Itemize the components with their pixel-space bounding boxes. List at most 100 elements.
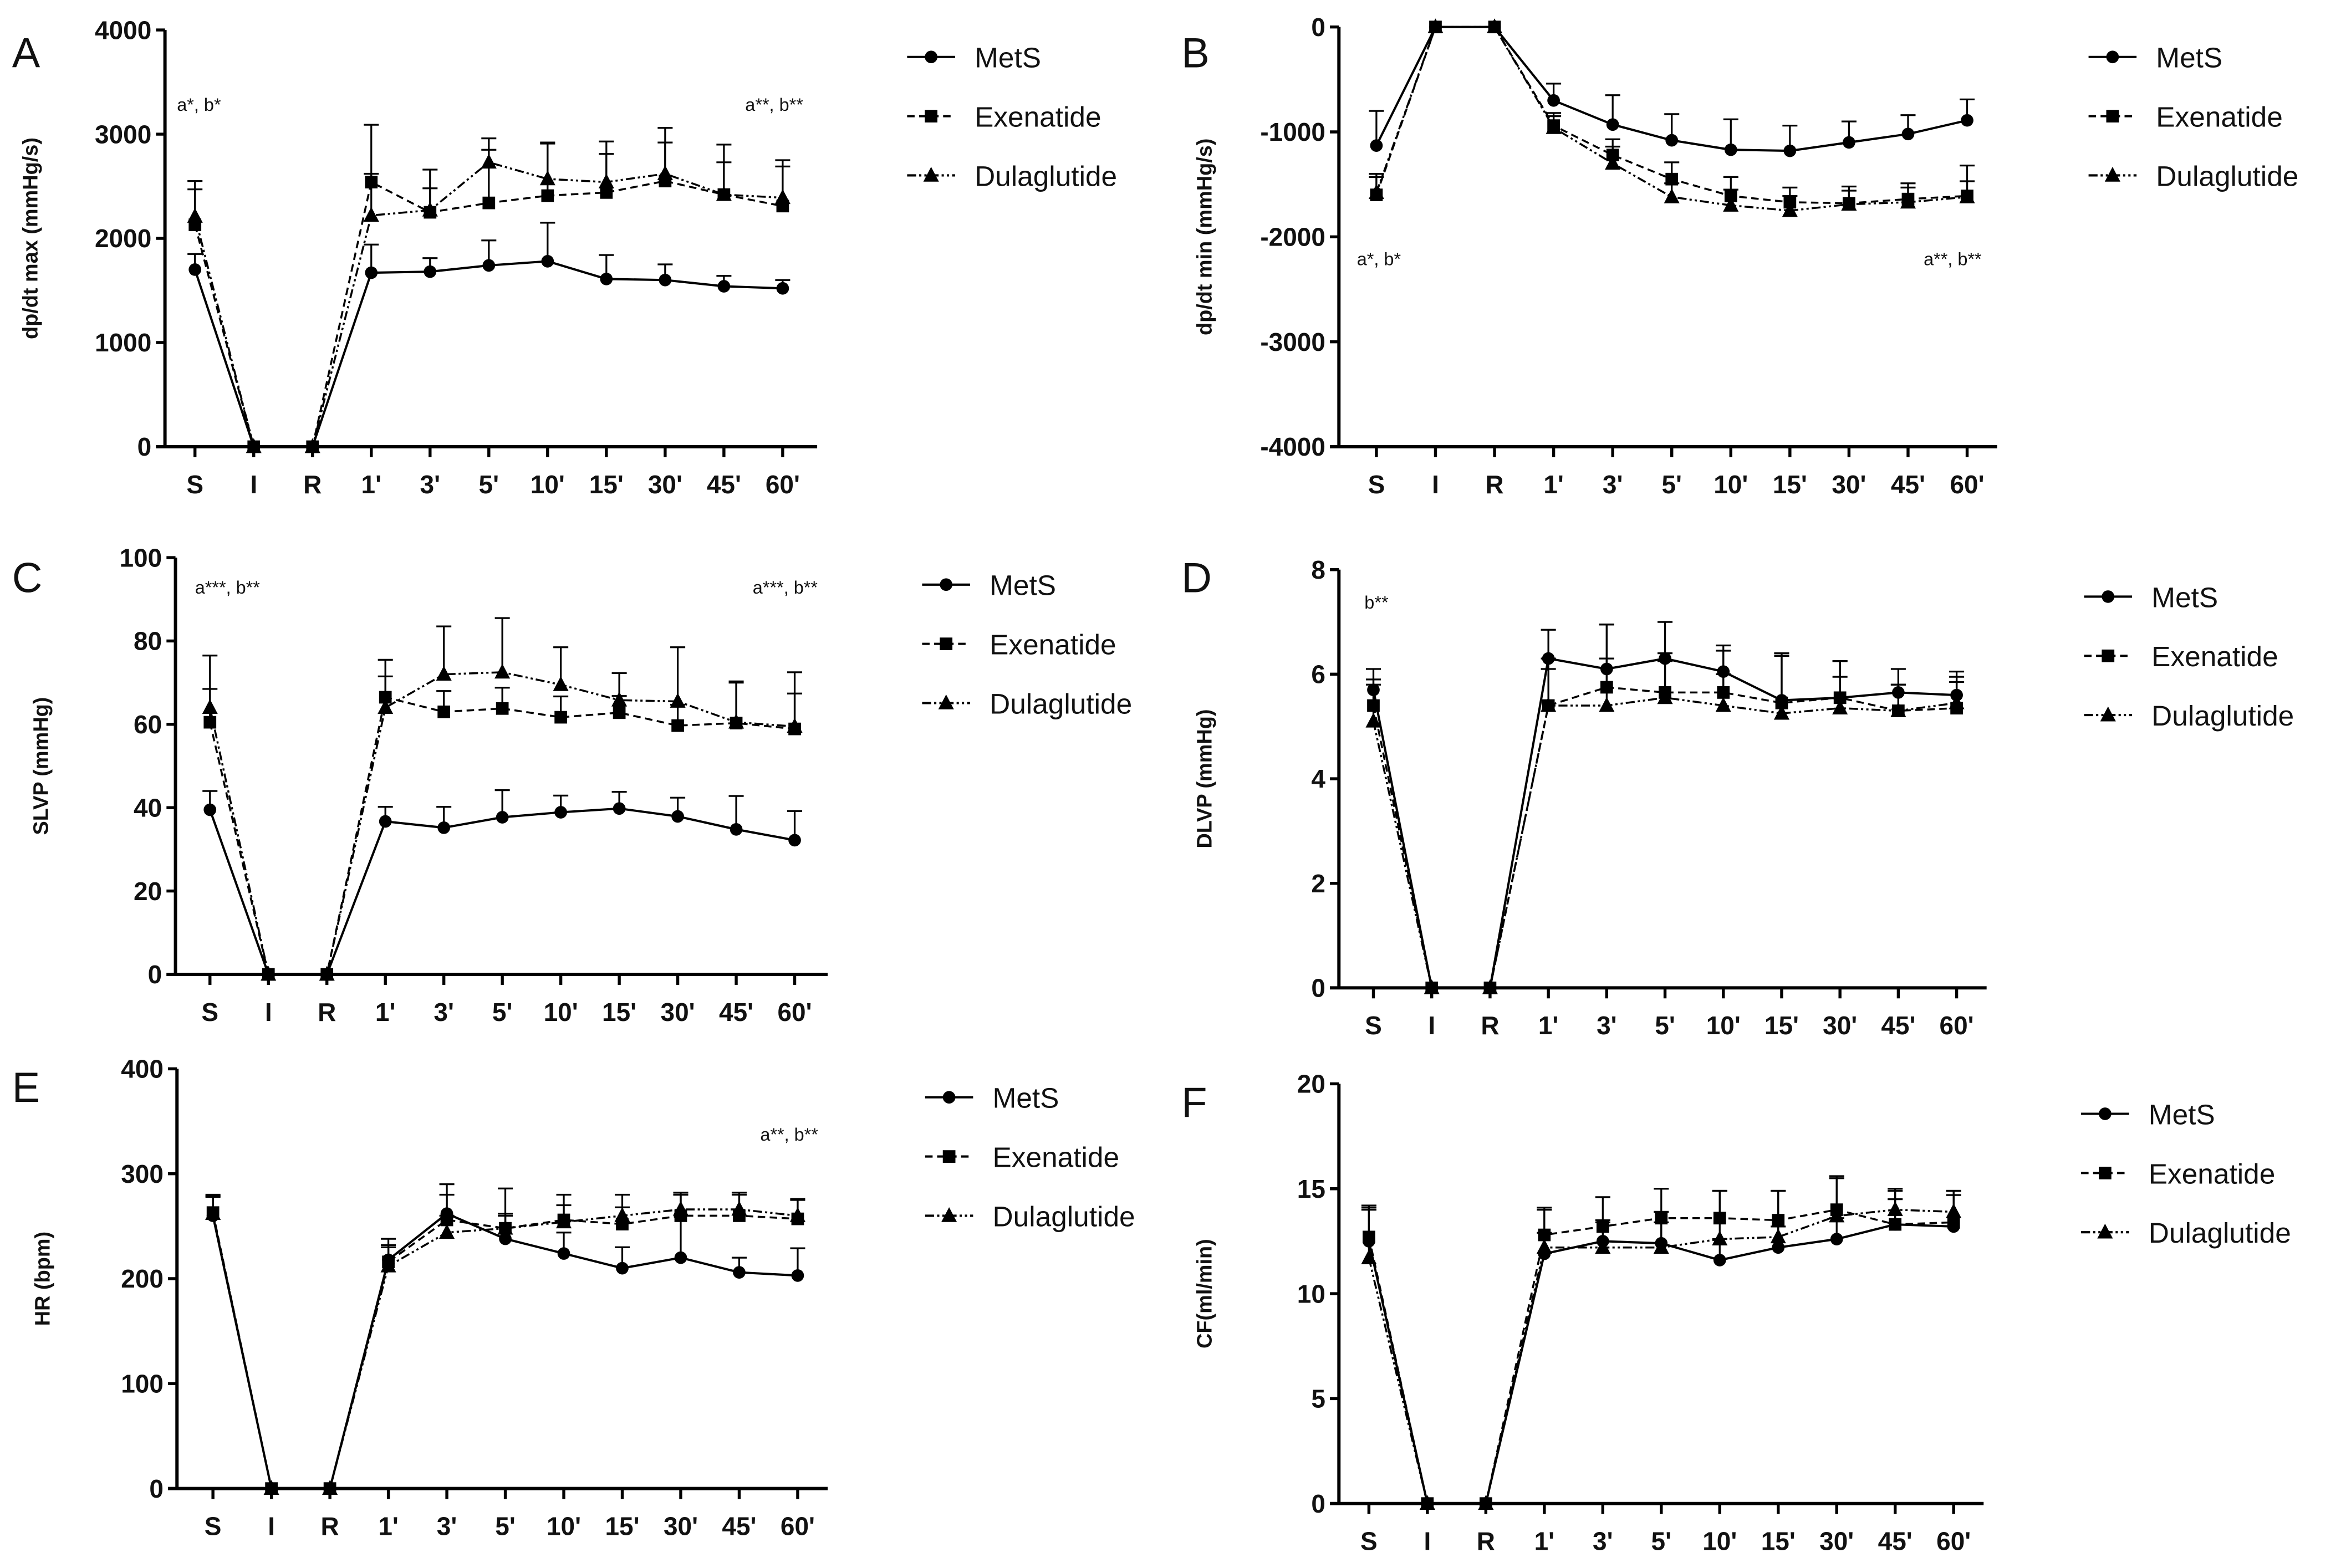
x-tick-label: 30' — [661, 998, 695, 1026]
triangle-marker — [1536, 1239, 1552, 1254]
circle-marker — [1665, 134, 1679, 147]
y-tick-label: 20 — [1297, 1070, 1325, 1099]
y-axis-label: dp/dt max (mmHg/s) — [19, 137, 43, 339]
x-tick-label: R — [321, 1511, 339, 1540]
y-tick-label: 3000 — [95, 120, 151, 149]
triangle-marker — [2097, 1223, 2113, 1239]
legend-item-dulaglutide: Dulaglutide — [925, 1200, 1135, 1232]
series-line — [208, 807, 795, 976]
circle-marker — [1772, 1241, 1785, 1254]
x-tick-label: 10' — [531, 470, 565, 499]
legend-label: Dulaglutide — [2156, 160, 2298, 192]
y-tick-label: 0 — [149, 1474, 164, 1503]
y-tick-label: 15 — [1297, 1174, 1325, 1203]
triangle-marker — [1841, 196, 1857, 211]
x-tick-label: R — [1485, 470, 1503, 499]
triangle-marker — [657, 165, 673, 180]
y-tick-label: 400 — [121, 1055, 164, 1084]
x-tick-label: 30' — [648, 470, 682, 499]
triangle-marker — [263, 1480, 279, 1495]
legend-label: Dulaglutide — [2151, 699, 2294, 732]
triangle-marker — [938, 694, 954, 709]
x-tick-label: 1' — [378, 1511, 399, 1540]
y-tick-label: 60 — [134, 710, 162, 739]
legend-label: Exenatide — [975, 101, 1101, 133]
x-tick-label: 60' — [1950, 470, 1984, 499]
square-marker — [482, 196, 496, 210]
legend-label: Exenatide — [2151, 640, 2278, 672]
panel-label: F — [1181, 1079, 1207, 1126]
y-tick-label: -2000 — [1260, 223, 1325, 252]
legend-item-exenatide: Exenatide — [922, 629, 1116, 661]
x-tick-label: 15' — [1773, 470, 1807, 499]
legend-item-dulaglutide: Dulaglutide — [2084, 699, 2294, 732]
x-tick-label: 45' — [1881, 1011, 1915, 1040]
triangle-marker — [1712, 1230, 1728, 1245]
circle-marker — [925, 50, 938, 64]
square-marker — [940, 637, 953, 650]
circle-marker — [788, 834, 801, 847]
triangle-marker — [553, 676, 569, 691]
x-tick-label: 5' — [1655, 1011, 1675, 1040]
triangle-marker — [1723, 197, 1739, 212]
y-tick-label: 0 — [148, 960, 162, 989]
square-marker — [437, 705, 451, 718]
y-tick-label: 200 — [121, 1264, 164, 1293]
y-tick-label: 0 — [1311, 974, 1325, 1003]
triangle-marker — [202, 699, 218, 714]
series-dulaglutide — [205, 1187, 806, 1495]
series-mets — [1369, 21, 1975, 157]
legend-item-mets: MetS — [922, 569, 1056, 601]
triangle-marker — [539, 170, 555, 186]
panel-A: A 0 1000 2000 3000 4000 S I R 1' 3' 5' 10' 15' 30' 45' 6… — [12, 16, 1117, 498]
series-line — [209, 671, 795, 975]
series-dulaglutide — [1365, 652, 1965, 994]
circle-marker — [1606, 118, 1619, 131]
triangle-marker — [731, 1201, 747, 1216]
triangle-marker — [728, 713, 744, 729]
legend-label: MetS — [975, 42, 1041, 74]
x-tick-label: S — [1365, 1011, 1382, 1040]
triangle-marker — [1829, 1207, 1845, 1223]
panel-label: D — [1181, 554, 1212, 601]
triangle-marker — [774, 189, 791, 205]
circle-marker — [1901, 127, 1915, 141]
panel-label: A — [12, 30, 40, 77]
x-tick-label: R — [1481, 1011, 1499, 1040]
circle-marker — [496, 811, 509, 824]
y-tick-label: 40 — [134, 793, 162, 822]
legend-label: Dulaglutide — [975, 160, 1117, 192]
legend-item-exenatide: Exenatide — [925, 1141, 1119, 1173]
x-tick-label: 5' — [1661, 470, 1682, 499]
triangle-marker — [1782, 202, 1798, 217]
square-marker — [1947, 1215, 1960, 1229]
x-tick-label: 5' — [1651, 1527, 1672, 1556]
x-tick-label: 10' — [544, 998, 578, 1026]
circle-marker — [188, 263, 202, 276]
circle-marker — [733, 1266, 746, 1279]
x-tick-label: I — [1424, 1527, 1431, 1556]
square-marker — [600, 186, 613, 199]
triangle-marker — [789, 1207, 806, 1222]
x-tick-label: 45' — [707, 470, 741, 499]
x-tick-label: R — [303, 470, 322, 499]
y-tick-label: -4000 — [1260, 432, 1325, 461]
square-marker — [496, 702, 509, 715]
y-axis-label: CF(ml/min) — [1193, 1239, 1216, 1349]
x-tick-label: 60' — [1936, 1527, 1971, 1556]
legend-item-mets: MetS — [907, 42, 1041, 74]
x-tick-label: 45' — [1891, 470, 1925, 499]
triangle-marker — [614, 1207, 630, 1222]
circle-marker — [717, 280, 731, 293]
significance-annotation: a***, b** — [195, 578, 261, 597]
circle-marker — [424, 265, 437, 278]
legend-item-exenatide: Exenatide — [2088, 101, 2283, 133]
legend-label: Exenatide — [2156, 101, 2283, 133]
y-axis-label: HR (bpm) — [31, 1232, 54, 1326]
legend-label: Exenatide — [993, 1141, 1120, 1173]
square-marker — [203, 716, 217, 729]
triangle-marker — [1486, 18, 1503, 34]
square-marker — [925, 110, 938, 122]
legend-label: MetS — [2149, 1098, 2215, 1130]
y-tick-label: 4 — [1311, 764, 1325, 793]
